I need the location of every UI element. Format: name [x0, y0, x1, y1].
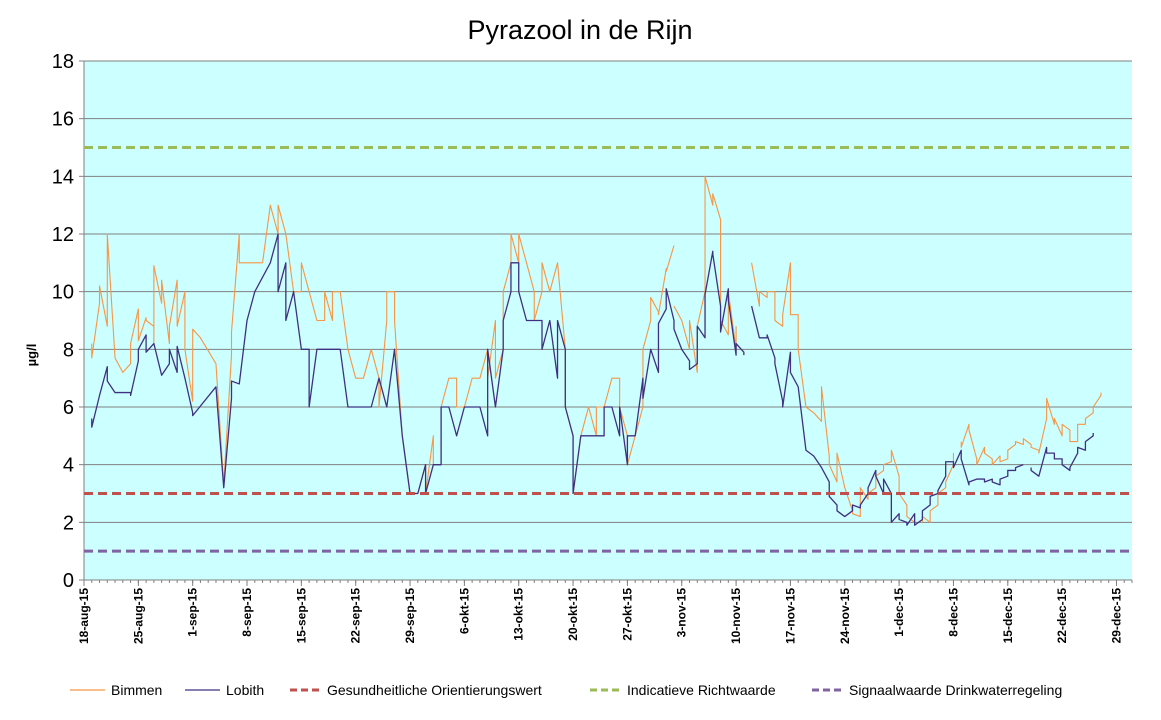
- legend-label: Signaalwaarde Drinkwaterregeling: [849, 682, 1062, 698]
- x-tick-label: 29-dec-15: [1109, 588, 1123, 644]
- series-line-bimmen: [960, 392, 1102, 466]
- x-tick-label: 10-nov-15: [729, 588, 743, 644]
- x-tick-label: 8-sep-15: [240, 588, 254, 637]
- y-tick-label: 10: [52, 282, 74, 304]
- y-tick-label: 6: [63, 397, 74, 419]
- series-line-lobith: [91, 233, 745, 495]
- y-tick-label: 14: [52, 166, 74, 188]
- chart-title: Pyrazool in de Rijn: [467, 15, 692, 45]
- legend-label: Gesundheitliche Orientierungswert: [327, 682, 542, 698]
- x-tick-label: 22-dec-15: [1055, 588, 1069, 644]
- x-tick-label: 8-dec-15: [946, 588, 960, 637]
- x-tick-label: 1-sep-15: [186, 588, 200, 637]
- y-axis-label: µg/l: [24, 344, 39, 367]
- series-line-bimmen: [751, 262, 916, 526]
- x-tick-label: 29-sep-15: [403, 588, 417, 644]
- plot-background: [84, 61, 1132, 580]
- legend-item-lobith: Lobith: [185, 682, 264, 698]
- legend-item-gow: Gesundheitliche Orientierungswert: [290, 682, 542, 698]
- x-tick-label: 17-nov-15: [783, 588, 797, 644]
- legend-item-bimmen: Bimmen: [70, 682, 162, 698]
- x-tick-label: 15-dec-15: [1001, 588, 1015, 644]
- x-tick-label: 15-sep-15: [294, 588, 308, 644]
- series-line-bimmen: [921, 453, 955, 523]
- y-tick-label: 16: [52, 109, 74, 131]
- y-tick-label: 18: [52, 51, 74, 73]
- series-line-bimmen: [673, 175, 737, 373]
- legend-label: Bimmen: [111, 682, 162, 698]
- legend-label: Lobith: [226, 682, 264, 698]
- y-tick-label: 2: [63, 512, 74, 534]
- x-tick-label: 1-dec-15: [892, 588, 906, 637]
- legend-item-signaalwaarde: Signaalwaarde Drinkwaterregeling: [812, 682, 1062, 698]
- x-tick-label: 24-nov-15: [838, 588, 852, 644]
- x-tick-label: 13-okt-15: [512, 588, 526, 641]
- y-tick-label: 4: [63, 455, 74, 477]
- plot-area: 0 2 4 6 8 10 12 14 16 18 18-aug-15 25-aug-15 1-sep-1…: [52, 51, 1133, 644]
- series-line-lobith: [750, 305, 1024, 526]
- y-tick-label: 0: [63, 570, 74, 592]
- x-tick-label: 6-okt-15: [457, 588, 471, 634]
- x-tick-label: 18-aug-15: [77, 588, 91, 644]
- series-line-lobith: [1030, 432, 1094, 477]
- y-tick-label: 12: [52, 224, 74, 246]
- legend-label: Indicatieve Richtwaarde: [627, 682, 776, 698]
- x-tick-label: 20-okt-15: [566, 588, 580, 641]
- x-tick-label: 22-sep-15: [349, 588, 363, 644]
- x-tick-label: 3-nov-15: [675, 588, 689, 638]
- y-tick-label: 8: [63, 339, 74, 361]
- legend-item-richtwaarde: Indicatieve Richtwaarde: [590, 682, 776, 698]
- legend: Bimmen Lobith Gesundheitliche Orientierung…: [70, 682, 1062, 698]
- x-tick-label: 27-okt-15: [620, 588, 634, 641]
- x-tick-label: 25-aug-15: [131, 588, 145, 644]
